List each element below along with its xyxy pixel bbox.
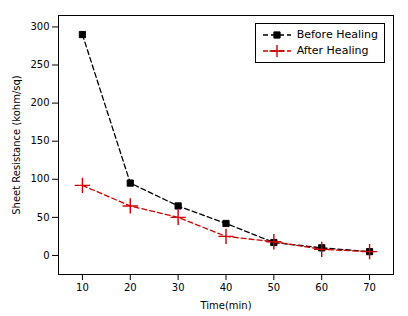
svg-text:40: 40 [220, 282, 233, 293]
svg-text:20: 20 [124, 282, 137, 293]
html-text:After Healing: After Healing [296, 44, 369, 57]
svg-text:300: 300 [30, 21, 49, 32]
svg-text:50: 50 [37, 212, 50, 223]
svg-text:10: 10 [76, 282, 89, 293]
html-text:Before Healing: Before Healing [296, 28, 378, 41]
svg-text:Sheet Resistance (kohm/sq): Sheet Resistance (kohm/sq) [11, 75, 22, 215]
svg-text:250: 250 [30, 59, 49, 70]
svg-text:100: 100 [30, 173, 49, 184]
svg-text:150: 150 [30, 135, 49, 146]
svg-text:30: 30 [172, 282, 185, 293]
svg-text:Time(min): Time(min) [199, 300, 251, 311]
svg-text:70: 70 [363, 282, 376, 293]
svg-text:200: 200 [30, 97, 49, 108]
svg-text:0: 0 [43, 250, 49, 261]
svg-text:50: 50 [267, 282, 280, 293]
svg-text:60: 60 [315, 282, 328, 293]
